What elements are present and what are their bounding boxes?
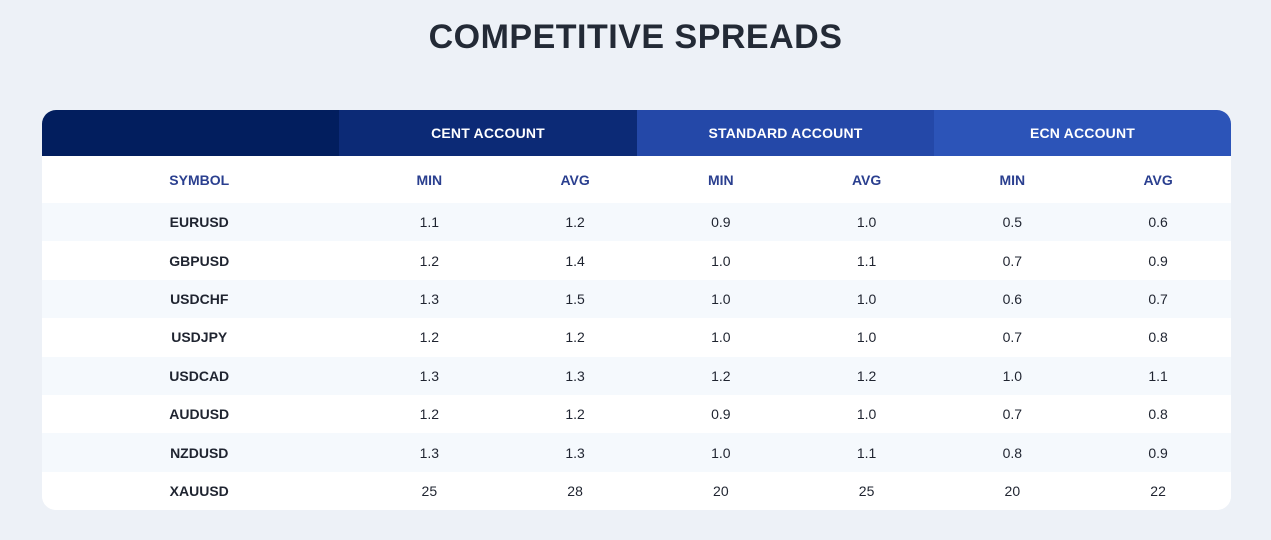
spreads-table: CENT ACCOUNT STANDARD ACCOUNT ECN ACCOUN… bbox=[42, 110, 1231, 510]
cent-avg-cell: 1.2 bbox=[565, 214, 585, 231]
table-row: USDCAD 1.3 1.3 1.2 1.2 1.0 1.1 bbox=[42, 356, 1231, 395]
ecn-min-cell: 0.7 bbox=[1002, 252, 1023, 269]
cent-avg-cell: 1.3 bbox=[565, 444, 585, 461]
cent-min-cell: 1.2 bbox=[419, 252, 440, 269]
symbol-cell: XAUUSD bbox=[169, 482, 229, 499]
standard-min-cell: 1.2 bbox=[711, 367, 731, 384]
ecn-avg-cell: 1.1 bbox=[1148, 367, 1168, 384]
standard-avg-cell: 25 bbox=[858, 482, 875, 499]
standard-min-cell: 1.0 bbox=[711, 329, 731, 346]
ecn-avg-cell: 0.9 bbox=[1148, 252, 1168, 269]
ecn-min-cell: 20 bbox=[1004, 482, 1021, 499]
cent-avg-cell: 1.4 bbox=[565, 252, 585, 269]
standard-avg-cell: 1.0 bbox=[856, 290, 877, 307]
standard-min-cell: 0.9 bbox=[711, 214, 731, 231]
account-header-row: CENT ACCOUNT STANDARD ACCOUNT ECN ACCOUN… bbox=[42, 110, 1231, 156]
cent-min-cell: 1.3 bbox=[419, 290, 440, 307]
ecn-min-cell: 0.7 bbox=[1002, 329, 1023, 346]
cent-min-cell: 1.2 bbox=[419, 329, 440, 346]
column-header-ecn-min: MIN bbox=[999, 171, 1026, 188]
standard-avg-cell: 1.0 bbox=[856, 329, 877, 346]
column-header-ecn-avg: AVG bbox=[1143, 171, 1173, 188]
column-header-standard-min: MIN bbox=[708, 171, 734, 188]
cent-avg-cell: 1.5 bbox=[565, 290, 585, 307]
ecn-avg-cell: 0.6 bbox=[1148, 214, 1168, 231]
column-header-row: SYMBOL MIN AVG MIN AVG MIN AVG bbox=[42, 156, 1231, 203]
ecn-avg-cell: 0.7 bbox=[1148, 290, 1168, 307]
cent-min-cell: 1.3 bbox=[419, 444, 440, 461]
ecn-avg-cell: 0.8 bbox=[1148, 406, 1168, 423]
cent-avg-cell: 1.2 bbox=[565, 329, 585, 346]
standard-avg-cell: 1.1 bbox=[856, 252, 877, 269]
table-row: USDJPY 1.2 1.2 1.0 1.0 0.7 0.8 bbox=[42, 318, 1231, 357]
header-ecn-account: ECN ACCOUNT bbox=[934, 110, 1231, 156]
cent-min-cell: 1.3 bbox=[419, 367, 440, 384]
ecn-min-cell: 0.6 bbox=[1002, 290, 1023, 307]
cent-min-cell: 1.1 bbox=[419, 214, 440, 231]
standard-avg-cell: 1.2 bbox=[856, 367, 877, 384]
standard-avg-cell: 1.0 bbox=[856, 214, 877, 231]
symbol-cell: GBPUSD bbox=[169, 252, 230, 269]
symbol-cell: USDCAD bbox=[169, 367, 230, 384]
cent-avg-cell: 1.2 bbox=[565, 406, 585, 423]
symbol-cell: USDJPY bbox=[171, 329, 228, 346]
cent-avg-cell: 1.3 bbox=[565, 367, 585, 384]
symbol-cell: USDCHF bbox=[170, 290, 229, 307]
standard-min-cell: 1.0 bbox=[711, 290, 731, 307]
ecn-avg-cell: 22 bbox=[1150, 482, 1166, 499]
standard-min-cell: 1.0 bbox=[711, 252, 731, 269]
symbol-cell: AUDUSD bbox=[169, 406, 230, 423]
header-blank-cell bbox=[42, 110, 339, 156]
column-header-cent-min: MIN bbox=[416, 171, 443, 188]
cent-avg-cell: 28 bbox=[567, 482, 583, 499]
table-row: EURUSD 1.1 1.2 0.9 1.0 0.5 0.6 bbox=[42, 203, 1231, 242]
table-row: GBPUSD 1.2 1.4 1.0 1.1 0.7 0.9 bbox=[42, 241, 1231, 280]
standard-min-cell: 0.9 bbox=[711, 406, 731, 423]
standard-avg-cell: 1.0 bbox=[856, 406, 877, 423]
ecn-min-cell: 1.0 bbox=[1002, 367, 1023, 384]
standard-min-cell: 20 bbox=[713, 482, 729, 499]
ecn-min-cell: 0.5 bbox=[1002, 214, 1023, 231]
column-header-symbol: SYMBOL bbox=[169, 171, 230, 188]
header-standard-account: STANDARD ACCOUNT bbox=[637, 110, 934, 156]
ecn-min-cell: 0.7 bbox=[1002, 406, 1023, 423]
ecn-avg-cell: 0.8 bbox=[1148, 329, 1168, 346]
cent-min-cell: 25 bbox=[421, 482, 438, 499]
header-cent-account: CENT ACCOUNT bbox=[339, 110, 637, 156]
column-header-cent-avg: AVG bbox=[560, 171, 590, 188]
table-row: XAUUSD 25 28 20 25 20 22 bbox=[42, 471, 1231, 510]
page-title: COMPETITIVE SPREADS bbox=[428, 18, 843, 56]
table-row: NZDUSD 1.3 1.3 1.0 1.1 0.8 0.9 bbox=[42, 433, 1231, 472]
column-header-standard-avg: AVG bbox=[851, 171, 882, 188]
table-row: USDCHF 1.3 1.5 1.0 1.0 0.6 0.7 bbox=[42, 279, 1231, 319]
cent-min-cell: 1.2 bbox=[419, 406, 440, 423]
table-row: AUDUSD 1.2 1.2 0.9 1.0 0.7 0.8 bbox=[42, 394, 1231, 434]
ecn-min-cell: 0.8 bbox=[1002, 444, 1023, 461]
standard-avg-cell: 1.1 bbox=[856, 444, 877, 461]
standard-min-cell: 1.0 bbox=[711, 444, 731, 461]
table-body: EURUSD 1.1 1.2 0.9 1.0 0.5 0.6 GBPUSD 1.… bbox=[42, 203, 1231, 510]
ecn-avg-cell: 0.9 bbox=[1148, 444, 1168, 461]
symbol-cell: NZDUSD bbox=[170, 444, 229, 461]
symbol-cell: EURUSD bbox=[169, 214, 229, 231]
